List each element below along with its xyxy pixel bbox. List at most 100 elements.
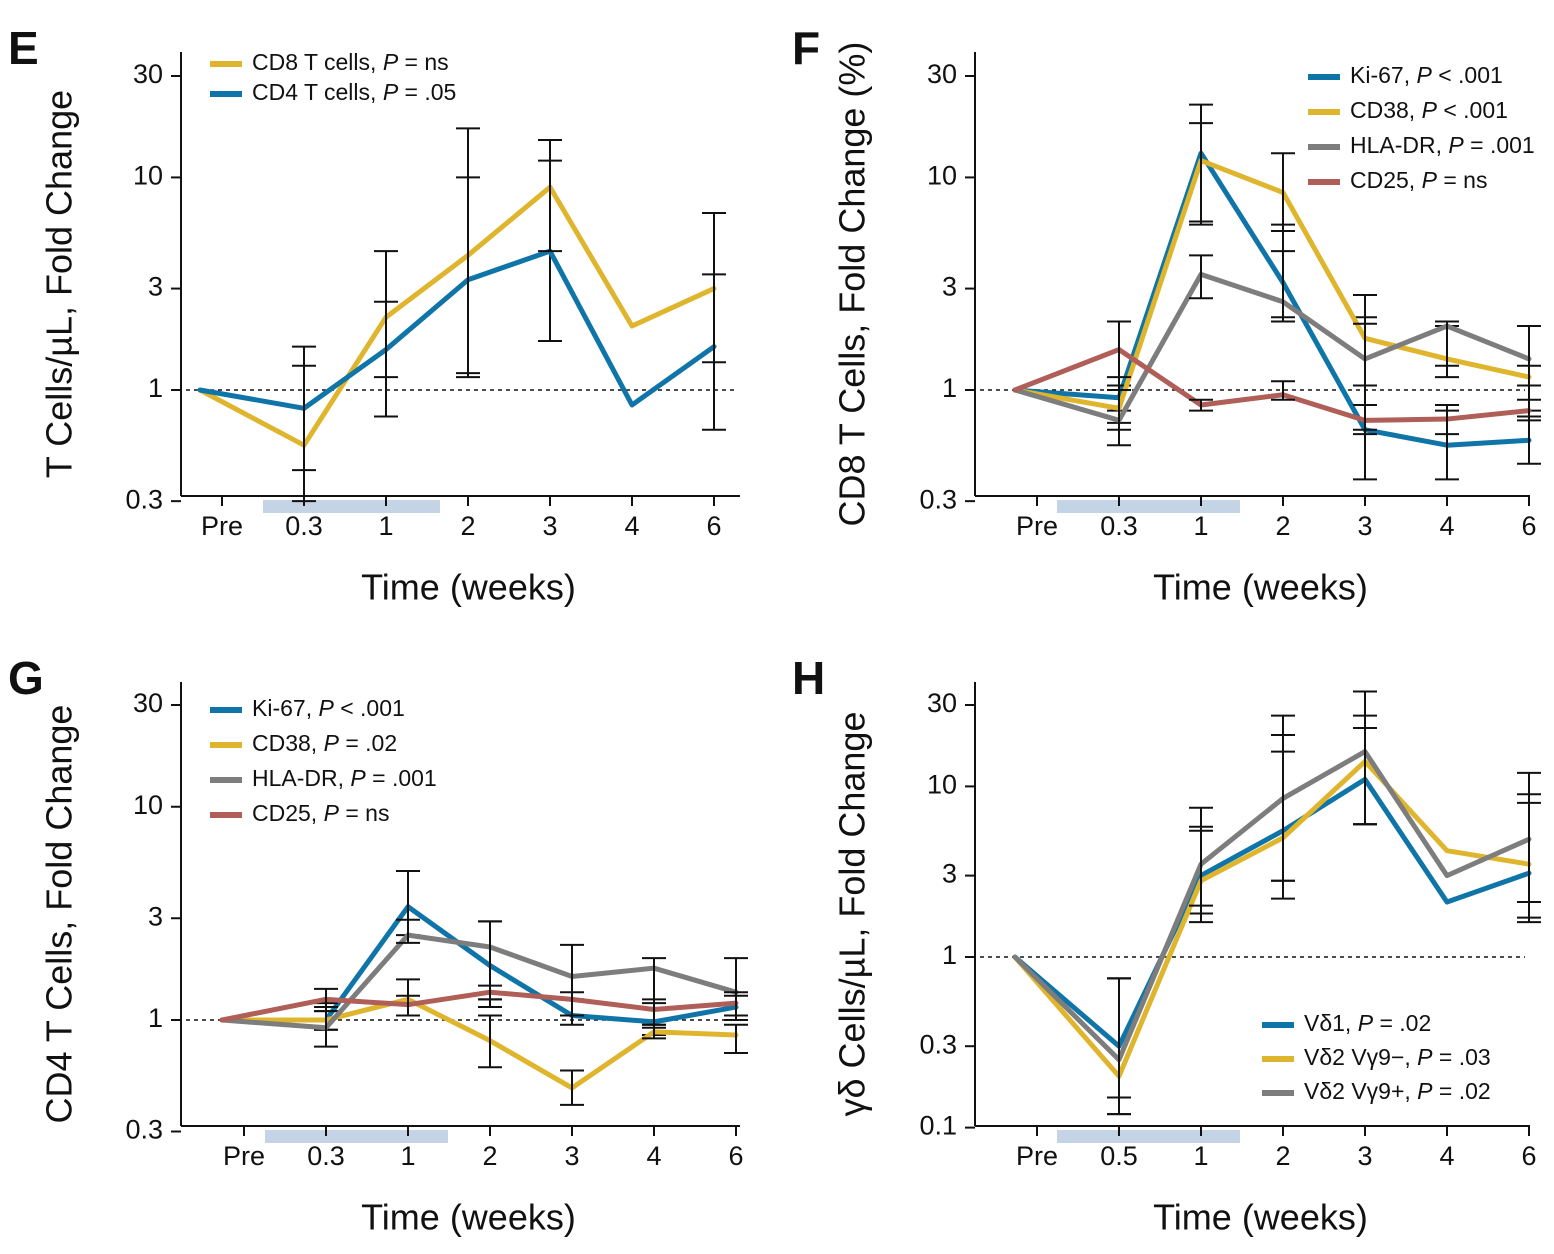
x-tick-label: Pre	[1016, 511, 1058, 541]
x-tick-label: 2	[1275, 511, 1290, 541]
error-bar	[1271, 380, 1295, 401]
error-bar	[1435, 320, 1459, 367]
x-tick-label: 4	[1439, 511, 1454, 541]
legend-entry: CD25, P = ns	[210, 800, 389, 826]
legend-entry: CD4 T cells, P = .05	[210, 79, 456, 105]
x-axis-title: Time (weeks)	[361, 567, 576, 608]
error-bar	[478, 1014, 502, 1069]
panel-g: G 0.3 1 3 10 30 Pre 0.3 1 2 3 4 6 Time (weeks) CD4 T C…	[8, 652, 748, 1238]
panel-letter: E	[8, 22, 39, 74]
x-tick-label: 2	[460, 511, 475, 541]
error-bar	[724, 991, 748, 1017]
legend-label: HLA-DR, P = .001	[252, 765, 437, 791]
x-tick-label: 2	[482, 1141, 497, 1171]
series-line	[197, 248, 717, 411]
error-bar	[1107, 977, 1131, 1116]
treatment-period-band	[263, 500, 440, 513]
legend-label: Vδ1, P = .02	[1304, 1010, 1431, 1036]
error-bar	[1107, 320, 1131, 431]
error-bar	[396, 918, 420, 944]
x-tick-label: Pre	[1016, 1141, 1058, 1171]
y-tick-label: 1	[942, 373, 957, 403]
y-tick-label: 30	[927, 688, 957, 718]
error-bar	[1189, 398, 1213, 412]
x-axis-title: Time (weeks)	[361, 1197, 576, 1238]
error-bar	[478, 984, 502, 1001]
error-bar	[560, 1069, 584, 1106]
legend-label: CD38, P < .001	[1350, 97, 1508, 123]
y-tick-label: 0.3	[919, 1029, 957, 1059]
y-tick-label: 0.1	[919, 1111, 957, 1141]
legend-entry: CD25, P = ns	[1308, 167, 1487, 193]
y-tick-label: 0.3	[125, 1115, 163, 1145]
panel-letter: G	[8, 652, 44, 704]
x-tick-label: 6	[1521, 1141, 1536, 1171]
x-tick-label: 6	[1521, 511, 1536, 541]
y-tick-label: 3	[148, 272, 163, 302]
series-line	[1012, 776, 1532, 1049]
error-bar	[1189, 806, 1213, 907]
x-tick-label: 1	[378, 511, 393, 541]
error-bar	[1517, 398, 1541, 422]
x-tick-label: Pre	[223, 1141, 265, 1171]
legend-label: CD4 T cells, P = .05	[252, 79, 456, 105]
legend-entry: Ki-67, P < .001	[210, 695, 405, 721]
error-bar	[724, 1023, 748, 1055]
series-line	[219, 996, 739, 1091]
legend-label: Vδ2 Vγ9−, P = .03	[1304, 1044, 1491, 1070]
series-line	[1012, 158, 1532, 411]
legend-label: Ki-67, P < .001	[1350, 62, 1503, 88]
x-tick-label: 0.3	[285, 511, 323, 541]
panel-h: H 0.1 0.3 1 3 10 30 Pre 0.5 1 2 3 4 6 Time (weeks) γδ C…	[792, 652, 1541, 1238]
legend-entry: CD8 T cells, P = ns	[210, 49, 449, 75]
y-tick-label: 3	[148, 901, 163, 931]
error-bar	[1189, 103, 1213, 223]
x-tick-label: 4	[646, 1141, 661, 1171]
y-tick-label: 10	[133, 161, 163, 191]
x-tick-label: 4	[624, 511, 639, 541]
y-tick-label: 10	[133, 790, 163, 820]
error-bar	[1517, 771, 1541, 904]
y-tick-label: 3	[942, 272, 957, 302]
panel-letter: H	[792, 652, 825, 704]
x-tick-label: 1	[400, 1141, 415, 1171]
legend-label: HLA-DR, P = .001	[1350, 132, 1535, 158]
legend-label: CD38, P = .02	[252, 730, 397, 756]
series-line	[197, 184, 717, 448]
legend-entry: HLA-DR, P = .001	[1308, 132, 1535, 158]
y-axis-title: CD8 T Cells, Fold Change (%)	[832, 42, 873, 527]
error-bar	[1189, 254, 1213, 300]
x-tick-label: 3	[1357, 511, 1372, 541]
panel-e: E 0.3 1 3 10 30 Pre 0.3 1 2 3 4 6 Time (weeks) T Cells…	[8, 22, 740, 608]
x-tick-label: 2	[1275, 1141, 1290, 1171]
legend-entry: Vδ2 Vγ9−, P = .03	[1262, 1044, 1491, 1070]
x-tick-label: 0.3	[307, 1141, 345, 1171]
legend-entry: Ki-67, P < .001	[1308, 62, 1503, 88]
x-tick-label: 6	[706, 511, 721, 541]
treatment-period-band	[1057, 1130, 1240, 1143]
y-tick-label: 30	[133, 688, 163, 718]
x-tick-label: 0.5	[1100, 1141, 1138, 1171]
x-tick-label: 1	[1193, 1141, 1208, 1171]
x-tick-label: Pre	[201, 511, 243, 541]
series-line	[1012, 749, 1532, 1063]
legend-entry: CD38, P = .02	[210, 730, 397, 756]
y-axis-title: γδ Cells/µL, Fold Change	[832, 712, 873, 1117]
panel-letter: F	[792, 22, 820, 74]
error-bar	[538, 159, 562, 253]
y-tick-label: 10	[927, 161, 957, 191]
error-bar	[702, 273, 726, 431]
legend-label: Ki-67, P < .001	[252, 695, 405, 721]
treatment-period-band	[265, 1130, 448, 1143]
x-tick-label: 4	[1439, 1141, 1454, 1171]
legend-label: CD25, P = ns	[252, 800, 389, 826]
error-bar	[1517, 325, 1541, 412]
error-bar	[374, 300, 398, 379]
y-tick-label: 10	[927, 770, 957, 800]
error-bar	[396, 994, 420, 1017]
legend-label: Vδ2 Vγ9+, P = .02	[1304, 1078, 1491, 1104]
error-bar	[560, 991, 584, 1017]
y-axis-title: CD4 T Cells, Fold Change	[39, 705, 80, 1124]
error-bar	[456, 176, 480, 379]
